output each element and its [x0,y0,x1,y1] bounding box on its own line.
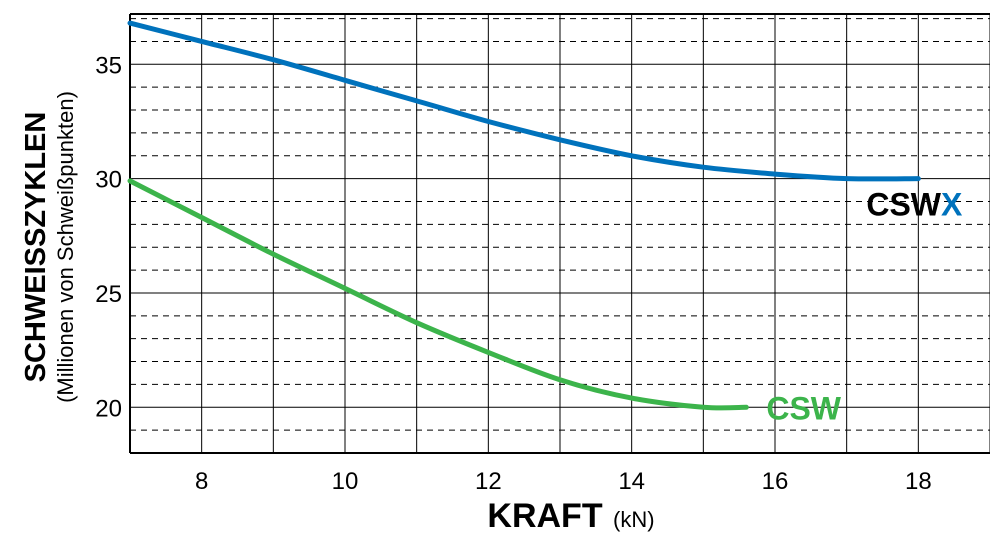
series-label-cswx: CSWX [866,187,963,223]
series-line-csw [130,181,746,408]
series-label-main: CSW [866,187,941,223]
series-label-main: CSW [766,390,841,426]
x-tick-label: 16 [762,468,789,495]
y-tick-label: 30 [95,167,122,194]
x-tick-label: 8 [195,468,208,495]
x-axis-title-unit: (kN) [613,507,655,532]
x-tick-label: 18 [905,468,932,495]
tick-labels: 8 10 12 14 16 18 20 25 30 35 [95,52,931,495]
y-axis-title: SCHWEISSZYKLEN (Millionen von Schweißpun… [20,91,78,403]
series-label-accent: X [941,187,963,223]
grid [130,14,990,453]
x-axis-title-main: KRAFT [487,497,602,535]
y-axis-title-sub: (Millionen von Schweißpunkten) [53,91,78,403]
series-line-cswx [130,23,918,179]
x-tick-label: 12 [475,468,502,495]
y-axis-title-main: SCHWEISSZYKLEN [20,112,52,383]
series-lines [130,23,918,408]
series-label-csw: CSW [766,390,841,426]
y-tick-label: 35 [95,52,122,79]
y-tick-label: 25 [95,281,122,308]
x-tick-label: 14 [618,468,645,495]
x-axis-title: KRAFT (kN) [487,497,654,535]
x-tick-label: 10 [332,468,359,495]
y-tick-label: 20 [95,395,122,422]
